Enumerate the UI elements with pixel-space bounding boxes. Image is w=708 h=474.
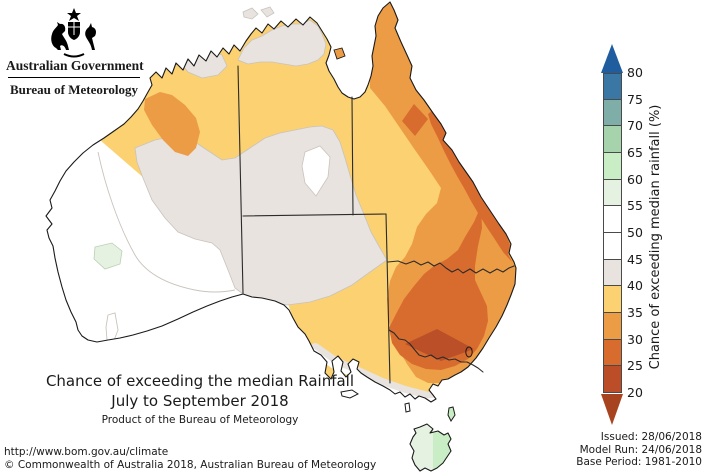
band-20-25-murray [405,329,474,361]
islands [242,6,456,472]
band-40-45-nsw-coast-dab [502,315,514,329]
flinders-island [447,406,456,422]
base-period: Base Period: 1981-2010 [576,456,702,468]
wa-border [237,65,244,294]
issue-info-block: Issued: 28/06/2018 Model Run: 24/06/2018… [576,431,702,469]
model-run-date: Model Run: 24/06/2018 [579,443,702,456]
mainland-regions [45,1,517,403]
coat-of-arms-icon [51,8,96,58]
header-rule [8,77,140,79]
band-45-50-hole [301,145,331,197]
sa-east-border [385,213,391,384]
state-borders [237,65,515,384]
mainland-coastline [45,1,517,403]
band-30-35-kimberley [144,92,200,156]
government-header: Australian Government Bureau of Meteorol… [6,4,144,98]
map-title-line1: Chance of exceeding the median Rainfall [45,372,355,390]
qld-nsw-border [387,260,515,274]
footer-url: http://www.bom.gov.au/climate [4,446,169,458]
tasmania-coastline [409,423,452,472]
map-title-line2: July to September 2018 [111,392,289,410]
footer-copyright: © Commonwealth of Australia 2018, Austra… [4,459,377,471]
bureau-title: Bureau of Meteorology [9,82,139,98]
king-island [404,402,411,413]
band-40-45-topend [237,19,327,67]
tiwi-island-west [242,7,259,20]
tasmania-east [430,429,451,470]
nt-sa-border [242,213,387,217]
map-title-block: Chance of exceeding the median Rainfall … [30,372,370,426]
footer-block: http://www.bom.gov.au/climate © Commonwe… [4,446,376,472]
wa-contour-line [97,151,236,293]
nsw-vic-border-murray [388,329,484,373]
issued-date: Issued: 28/06/2018 [600,431,702,443]
kangaroo-island [340,389,359,399]
band-25-30-southeast [389,206,488,370]
band-25-30-qld-coast [428,110,512,262]
band-20-25-qld-coast [447,124,464,149]
tiwi-island-east [260,6,275,18]
groote-island [333,47,346,60]
government-title: Australian Government [6,58,144,73]
band-25-30-capeyork [402,104,428,136]
tasmania-west [410,424,433,471]
band-55-60-wa-spot [93,242,123,270]
nt-qld-border [351,96,354,216]
map-title-line3: Product of the Bureau of Meteorology [101,414,299,426]
act-border [465,346,473,358]
